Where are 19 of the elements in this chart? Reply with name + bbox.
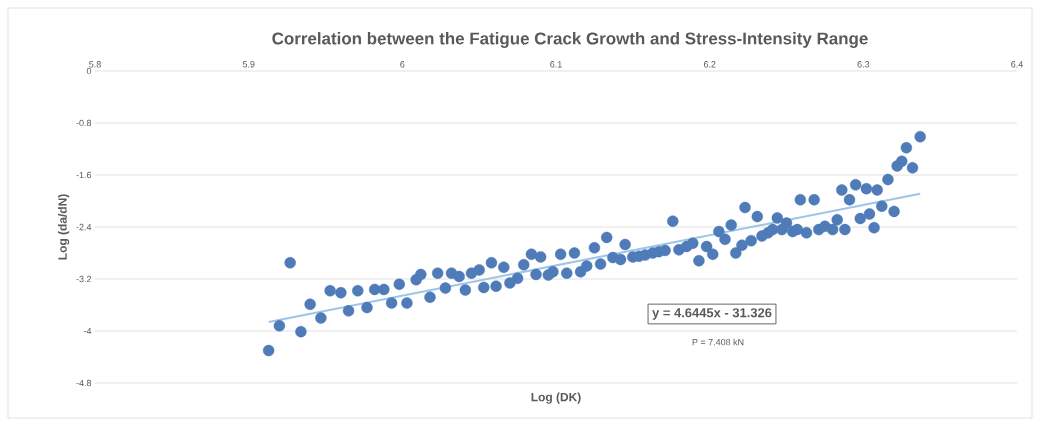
y-tick-label: -0.8 (76, 119, 92, 127)
annotation: y = 4.6445x - 31.326 (652, 308, 772, 320)
x-tick-label: 6.4 (1011, 61, 1023, 68)
y-axis-title: Log (da/dN) (58, 194, 70, 260)
y-tick-label: -2.4 (76, 223, 92, 231)
annotation: P = 7.408 kN (692, 338, 744, 346)
chart-title: Correlation between the Fatigue Crack Growth and Stress-Intensity Range (272, 32, 868, 48)
y-tick-label: -1.6 (76, 171, 92, 179)
x-tick-label: 5.9 (242, 61, 255, 68)
x-tick-label: 6.1 (550, 61, 562, 68)
x-tick-label: 6.3 (857, 61, 870, 68)
x-tick-label: 6 (400, 61, 405, 68)
x-axis-title: Log (DK) (531, 392, 581, 404)
y-tick-label: -4.8 (76, 379, 92, 387)
y-tick-label: -4 (83, 327, 92, 335)
y-tick-label: -3.2 (76, 275, 92, 283)
x-tick-label: 6.2 (703, 61, 716, 68)
y-tick-label: 0 (86, 67, 92, 75)
x-tick-label: 5.8 (89, 61, 101, 68)
